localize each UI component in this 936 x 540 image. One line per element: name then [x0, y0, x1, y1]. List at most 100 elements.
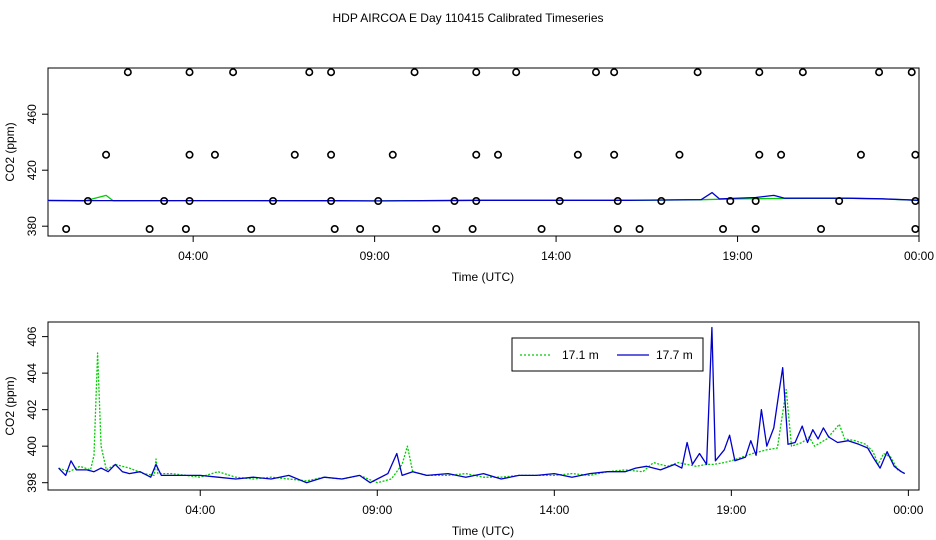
calibration-point — [102, 150, 111, 159]
x-tick-label: 04:00 — [178, 249, 208, 263]
y-axis-label-top: CO2 (ppm) — [3, 122, 17, 181]
legend-label-17-7m: 17.7 m — [656, 348, 693, 362]
legend: 17.1 m 17.7 m — [511, 337, 704, 372]
calibration-point — [719, 225, 728, 234]
series-group-bottom — [58, 326, 906, 484]
calibration-point — [388, 150, 397, 159]
x-tick-label: 04:00 — [185, 503, 215, 517]
calibration-point — [123, 68, 132, 77]
series-line-17-1-m — [58, 352, 906, 484]
calibration-point — [537, 225, 546, 234]
calibration-point — [290, 150, 299, 159]
x-axis-bottom: 04:00 09:00 14:00 19:00 00:00 — [185, 490, 924, 517]
calibration-point — [185, 150, 194, 159]
calibration-point — [330, 225, 339, 234]
calibration-point — [62, 225, 71, 234]
calibration-point — [777, 150, 786, 159]
calibration-point — [610, 150, 619, 159]
calibration-point — [432, 225, 441, 234]
calibration-point — [185, 197, 194, 206]
calibration-point — [907, 68, 916, 77]
y-axis-bottom: 398 400 402 404 406 — [25, 326, 48, 493]
calibration-point — [327, 68, 336, 77]
y-tick-label: 406 — [25, 326, 39, 346]
calibration-point — [327, 197, 336, 206]
x-tick-label: 09:00 — [360, 249, 390, 263]
calibration-point — [160, 197, 169, 206]
y-tick-label: 404 — [25, 363, 39, 383]
x-tick-label: 19:00 — [716, 503, 746, 517]
calibration-point — [181, 225, 190, 234]
calibration-point — [472, 150, 481, 159]
x-tick-label: 00:00 — [893, 503, 923, 517]
y-tick-label: 400 — [25, 436, 39, 456]
legend-label-17-1m: 17.1 m — [562, 348, 599, 362]
calibration-point — [911, 225, 920, 234]
x-tick-label: 14:00 — [539, 503, 569, 517]
calibration-point — [229, 68, 238, 77]
series-line-17-7-m — [58, 326, 906, 484]
calibration-point — [472, 68, 481, 77]
plot-frame-top — [47, 67, 920, 237]
calibration-point — [247, 225, 256, 234]
calibration-point — [592, 68, 601, 77]
x-tick-label: 14:00 — [541, 249, 571, 263]
y-axis-label-bottom: CO2 (ppm) — [3, 376, 17, 435]
calibration-point — [305, 68, 314, 77]
calibration-point — [555, 197, 564, 206]
calibration-point — [798, 68, 807, 77]
plot-frame-bottom — [47, 321, 920, 491]
calibration-point — [450, 197, 459, 206]
y-tick-label: 380 — [25, 216, 39, 236]
calibration-point — [468, 225, 477, 234]
x-axis-label-top: Time (UTC) — [452, 270, 514, 284]
y-tick-label: 398 — [25, 472, 39, 492]
calibration-point — [185, 68, 194, 77]
x-tick-label: 00:00 — [904, 249, 934, 263]
calibration-point — [610, 68, 619, 77]
calibration-point — [494, 150, 503, 159]
calibration-point — [210, 150, 219, 159]
calibration-point — [512, 68, 521, 77]
y-tick-label: 420 — [25, 160, 39, 180]
calibration-point — [875, 68, 884, 77]
calibration-point — [145, 225, 154, 234]
calibration-point — [751, 225, 760, 234]
calibration-point — [911, 197, 920, 206]
calibration-point — [410, 68, 419, 77]
calibration-point — [751, 197, 760, 206]
calibration-point — [374, 197, 383, 206]
calibration-point — [613, 197, 622, 206]
chart-title: HDP AIRCOA E Day 110415 Calibrated Times… — [332, 11, 603, 25]
calibration-point — [269, 197, 278, 206]
calibration-point — [472, 197, 481, 206]
y-axis-top: 380 420 460 — [25, 104, 48, 236]
y-tick-label: 402 — [25, 399, 39, 419]
y-tick-label: 460 — [25, 104, 39, 124]
calibration-point — [356, 225, 365, 234]
series-line-blue — [47, 191, 920, 202]
calibration-panel: 04:00 09:00 14:00 19:00 00:00 380 420 460 Time… — [3, 67, 934, 284]
calibration-point — [835, 197, 844, 206]
calibration-point — [657, 197, 666, 206]
calibration-point — [693, 68, 702, 77]
calibration-point — [755, 68, 764, 77]
calibration-points — [62, 68, 920, 234]
legend-box — [511, 337, 704, 372]
x-tick-label: 09:00 — [362, 503, 392, 517]
calibration-point — [613, 225, 622, 234]
calibration-point — [83, 197, 92, 206]
calibration-point — [573, 150, 582, 159]
x-axis-top: 04:00 09:00 14:00 19:00 00:00 — [178, 236, 934, 263]
x-tick-label: 19:00 — [723, 249, 753, 263]
series-group-top — [47, 191, 920, 202]
timeseries-panel: 04:00 09:00 14:00 19:00 00:00 398 400 402 404 40… — [3, 321, 924, 538]
calibration-point — [675, 150, 684, 159]
calibration-point — [755, 150, 764, 159]
calibration-point — [726, 197, 735, 206]
calibration-point — [817, 225, 826, 234]
calibration-point — [635, 225, 644, 234]
calibration-point — [856, 150, 865, 159]
x-axis-label-bottom: Time (UTC) — [452, 524, 514, 538]
